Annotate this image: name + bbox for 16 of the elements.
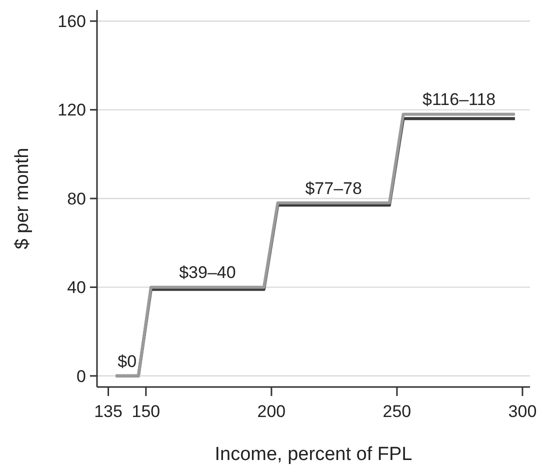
y-tick-label: 0	[76, 366, 86, 386]
x-tick-label: 135	[94, 402, 122, 421]
x-axis-title: Income, percent of FPL	[214, 444, 412, 465]
annotation: $77–78	[305, 178, 362, 198]
x-tick-label: 250	[382, 402, 412, 421]
annotation: $39–40	[179, 263, 236, 282]
x-tick-label: 150	[132, 402, 160, 421]
y-tick-label: 80	[67, 189, 86, 208]
annotation: $116–118	[422, 90, 496, 110]
x-tick-label: 200	[257, 402, 286, 421]
y-tick-label: 160	[58, 12, 86, 32]
annotation: $0	[118, 352, 137, 371]
y-tick-label: 120	[58, 100, 86, 120]
y-tick-label: 40	[67, 278, 86, 298]
y-axis-title: $ per month	[12, 148, 33, 250]
x-tick-label: 300	[508, 402, 537, 421]
